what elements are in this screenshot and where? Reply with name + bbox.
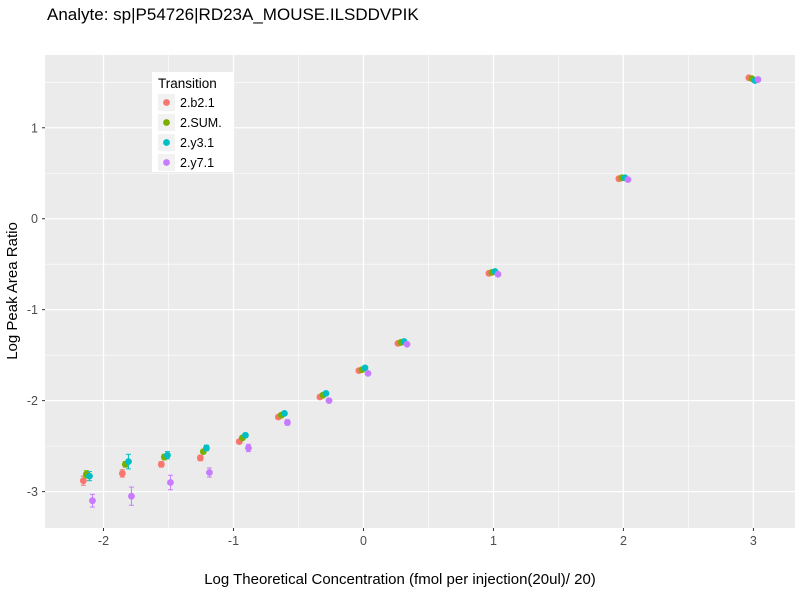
data-point xyxy=(284,419,291,426)
x-tick-label: -1 xyxy=(228,534,239,548)
data-point xyxy=(157,460,165,468)
x-tick-label: 3 xyxy=(750,534,757,548)
legend-title: Transition xyxy=(158,76,217,91)
legend-key-icon xyxy=(163,159,170,166)
data-point xyxy=(325,397,333,405)
legend-key-icon xyxy=(163,139,170,146)
data-point xyxy=(196,454,204,462)
data-point xyxy=(281,409,288,417)
x-axis-label: Log Theoretical Concentration (fmol per … xyxy=(204,571,596,588)
x-tick-label: 1 xyxy=(490,534,497,548)
data-point xyxy=(164,451,171,459)
legend-item-label: 2.y7.1 xyxy=(180,156,214,170)
data-point xyxy=(361,364,369,372)
data-point xyxy=(89,497,96,505)
data-point xyxy=(203,444,210,452)
data-point xyxy=(242,431,249,439)
legend-key-icon xyxy=(163,119,170,126)
chart-title: Analyte: sp|P54726|RD23A_MOUSE.ILSDDVPIK xyxy=(47,5,419,24)
data-point xyxy=(624,176,632,184)
x-tick-label: 0 xyxy=(360,534,367,548)
y-tick-label: -1 xyxy=(27,303,38,317)
legend-item-label: 2.b2.1 xyxy=(180,96,215,110)
data-point xyxy=(322,389,330,397)
data-point xyxy=(403,340,411,348)
y-tick-label: -3 xyxy=(27,485,38,499)
data-point xyxy=(125,458,132,465)
legend-item-label: 2.SUM. xyxy=(180,116,222,130)
data-point xyxy=(128,492,135,500)
y-tick-label: 1 xyxy=(31,121,38,135)
data-point xyxy=(86,472,93,480)
x-tick-label: -2 xyxy=(98,534,109,548)
data-point xyxy=(79,477,87,485)
data-point xyxy=(206,469,213,476)
legend: Transition 2.b2.1 2.SUM. 2.y3.1 2.y7.1 xyxy=(152,72,234,172)
data-point xyxy=(494,270,502,278)
legend-key-icon xyxy=(163,99,170,106)
data-point xyxy=(118,470,126,477)
data-point xyxy=(167,479,174,486)
data-point xyxy=(245,444,252,452)
y-tick-label: 0 xyxy=(31,212,38,226)
series-2.y7.1 xyxy=(89,76,762,508)
x-tick-label: 2 xyxy=(620,534,627,548)
data-point xyxy=(364,369,372,377)
legend-item-label: 2.y3.1 xyxy=(180,136,214,150)
y-tick-label: -2 xyxy=(27,394,38,408)
data-point xyxy=(754,76,762,83)
